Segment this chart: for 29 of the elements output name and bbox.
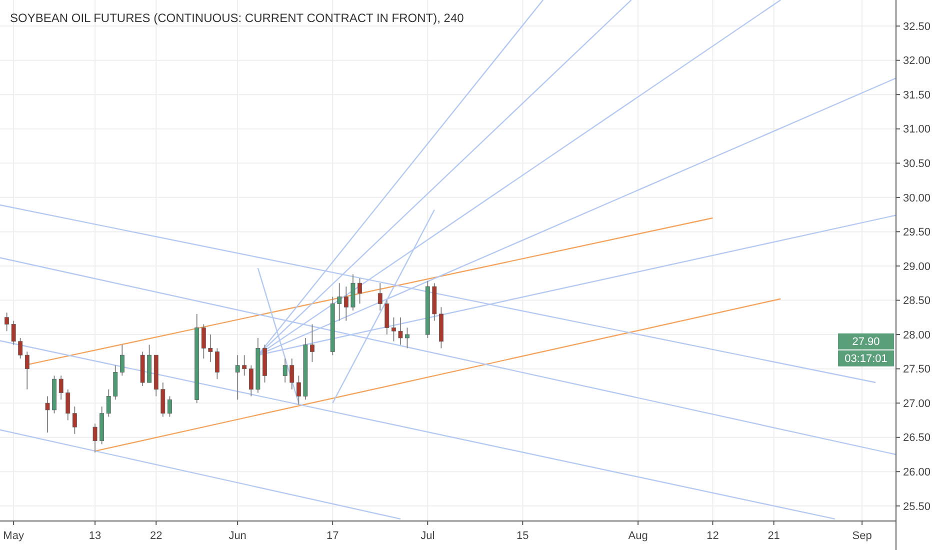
y-tick-label: 25.50 — [903, 500, 931, 513]
y-tick-label: 27.50 — [903, 364, 931, 376]
x-tick-label: 15 — [516, 530, 529, 542]
x-tick-label: Sep — [852, 530, 872, 542]
x-tick-label: 12 — [706, 530, 719, 542]
annotation: 27.90 — [852, 336, 880, 348]
x-tick-label: Jul — [420, 530, 435, 542]
y-tick-label: 27.00 — [903, 398, 931, 410]
y-tick-label: 29.50 — [903, 226, 931, 239]
y-tick-label: 32.00 — [903, 55, 931, 68]
y-tick-label: 26.50 — [903, 432, 931, 444]
x-tick-label: 22 — [150, 530, 162, 542]
y-tick-label: 30.00 — [903, 192, 931, 204]
y-tick-label: 28.50 — [903, 295, 931, 308]
y-tick-label: 31.50 — [903, 89, 931, 102]
y-tick-label: 31.00 — [903, 124, 931, 136]
annotation: 03:17:01 — [844, 353, 888, 366]
x-tick-label: 17 — [326, 530, 339, 542]
y-tick-label: 32.50 — [903, 20, 931, 33]
text: SOYBEAN OIL FUTURES (CONTINUOUS: CURRENT CONTRACT IN FRONT), 240 — [10, 11, 464, 25]
y-tick-label: 28.00 — [903, 329, 931, 342]
x-tick-label: Aug — [628, 530, 648, 542]
x-tick-label: 13 — [88, 530, 102, 542]
y-tick-label: 29.00 — [903, 260, 931, 273]
y-tick-label: 26.00 — [903, 466, 931, 478]
x-tick-label: May — [3, 530, 24, 542]
x-tick-label: Jun — [228, 530, 246, 542]
x-tick-label: 21 — [768, 530, 780, 542]
y-tick-label: 30.50 — [903, 158, 931, 170]
